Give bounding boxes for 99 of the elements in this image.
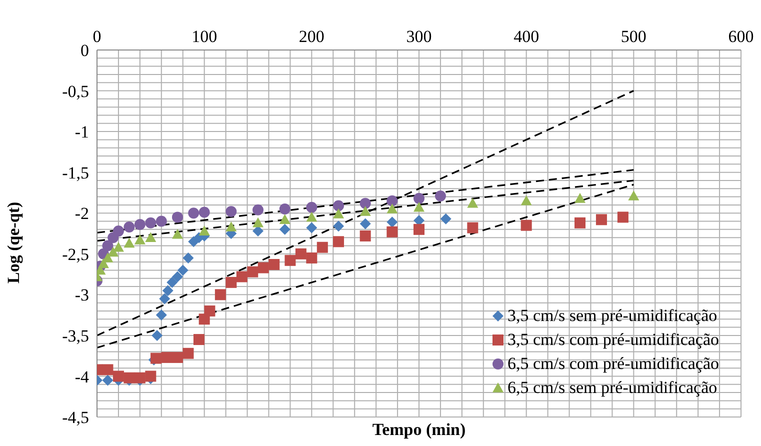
point [574,217,586,228]
point [226,276,237,288]
point [333,200,344,212]
point [252,226,264,237]
point [386,195,398,206]
point [159,293,170,304]
point [124,238,135,248]
point [360,206,371,216]
x-tick-label: 200 [298,27,324,46]
point [596,214,607,226]
legend-label: 6,5 cm/s sem pré-umidificação [508,377,718,399]
point [226,206,237,217]
y-tick-label: -0,5 [62,82,89,101]
point [226,221,237,232]
point [172,228,183,239]
point [247,266,258,278]
point [414,202,424,212]
point [386,226,398,238]
point [333,208,344,218]
point [333,220,344,232]
point [434,190,446,202]
point [279,214,290,224]
x-tick-label: 400 [514,27,540,46]
point [198,206,210,218]
y-axis-title: Log (qe-qt) [4,202,24,284]
point [617,212,628,223]
x-axis-title: Tempo (min) [371,420,467,440]
point [386,204,398,214]
y-tick-label: -4 [74,367,90,386]
x-tick-label: 100 [192,27,218,46]
legend-label: 3,5 cm/s com pré-umidificação [508,329,719,351]
point [172,212,183,223]
point [172,271,183,282]
point [360,218,371,230]
point [198,226,210,236]
point [252,217,264,228]
point [152,330,163,341]
y-tick-label: -1,5 [62,163,89,182]
point [520,220,532,231]
point [150,352,162,364]
point [236,271,248,282]
point [279,224,290,235]
legend-label: 3,5 cm/s sem pré-umidificação [508,305,718,327]
point [193,334,204,346]
point [258,262,269,274]
point [182,348,194,359]
point [112,370,124,382]
y-tick-label: -1 [74,122,89,142]
y-tick-label: -2 [74,204,89,224]
point [182,252,194,264]
point [156,216,167,227]
point [360,198,371,209]
y-tick-label: -2,5 [62,244,89,264]
point [333,236,344,248]
point [102,364,114,376]
point [628,190,640,200]
point [162,285,174,296]
point [252,204,264,216]
point [386,216,398,228]
y-tick-label: -4,5 [62,408,89,428]
point [214,289,226,300]
point [414,192,424,204]
legend-label: 6,5 cm/s com pré-umidificação [508,353,719,375]
point [306,212,318,222]
point [467,222,478,234]
point [134,234,146,244]
point [467,198,478,208]
point [166,276,178,288]
point [306,222,318,234]
point [316,242,328,253]
point [156,310,167,321]
y-tick-label: -3 [74,286,89,305]
point [102,240,114,252]
point [295,248,306,260]
point [268,258,280,270]
x-tick-label: 300 [406,27,432,46]
x-tick-label: 0 [92,27,102,46]
point [306,252,318,264]
point [520,195,532,206]
point [204,305,216,316]
point [440,213,452,224]
y-tick-label: -3,5 [62,326,89,346]
point [360,230,371,242]
point [177,264,188,276]
point [145,232,156,242]
point [574,192,586,203]
x-tick-label: 500 [620,27,646,46]
point [279,204,290,215]
y-tick-label: 0 [80,41,89,60]
point [284,254,296,266]
x-tick-label: 600 [728,27,754,46]
point [188,208,200,219]
point [112,226,124,237]
point [102,374,114,386]
point [134,219,146,230]
point [124,221,135,232]
point [145,217,156,228]
point [306,202,318,213]
point [414,224,424,235]
